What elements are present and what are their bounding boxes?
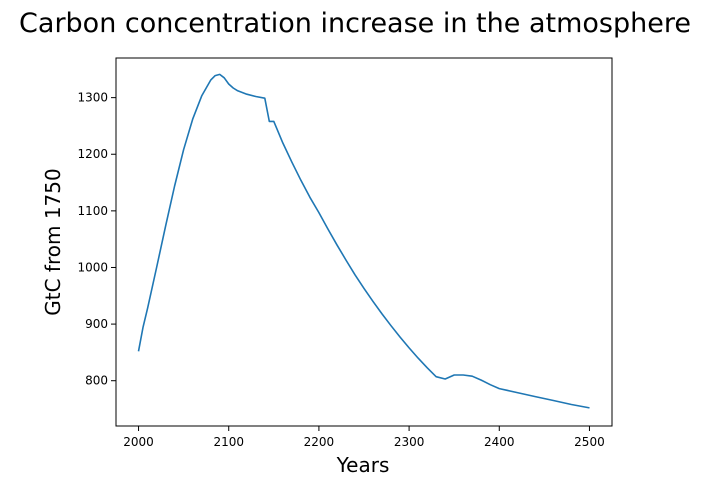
- plot-frame: [115, 57, 613, 427]
- y-axis: 800 900 1000 1100 1200 1300: [77, 91, 116, 388]
- y-tick-label: 1300: [77, 91, 108, 105]
- y-tick-label: 900: [85, 317, 108, 331]
- x-tick-label: 2400: [484, 435, 515, 449]
- y-tick-label: 800: [85, 374, 108, 388]
- x-axis-label: Years: [336, 453, 390, 477]
- x-axis: 2000 2100 2200 2300 2400 2500: [123, 426, 605, 449]
- x-tick-label: 2100: [213, 435, 244, 449]
- x-tick-label: 2200: [304, 435, 335, 449]
- y-tick-label: 1000: [77, 260, 108, 274]
- x-tick-label: 2500: [574, 435, 605, 449]
- plot-area: 2000 2100 2200 2300 2400 2500 800 900 1000 1100 1…: [77, 57, 613, 449]
- x-tick-label: 2300: [394, 435, 425, 449]
- y-tick-label: 1100: [77, 204, 108, 218]
- series-line: [137, 73, 590, 409]
- y-axis-label: GtC from 1750: [41, 168, 65, 315]
- y-tick-label: 1200: [77, 147, 108, 161]
- x-tick-label: 2000: [123, 435, 154, 449]
- chart-title: Carbon concentration increase in the atm…: [19, 8, 691, 39]
